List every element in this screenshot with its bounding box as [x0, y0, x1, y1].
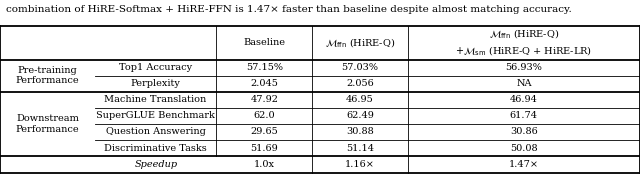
Text: Machine Translation: Machine Translation: [104, 95, 207, 104]
Text: 1.16×: 1.16×: [345, 160, 375, 169]
Text: $\mathcal{M}_{\mathrm{ffn}}$ (HiRE-Q): $\mathcal{M}_{\mathrm{ffn}}$ (HiRE-Q): [325, 36, 395, 50]
Text: 46.95: 46.95: [346, 95, 374, 104]
Text: Downstream
Performance: Downstream Performance: [15, 114, 79, 134]
Text: 30.86: 30.86: [510, 127, 538, 136]
Text: 57.15%: 57.15%: [246, 63, 283, 72]
Text: 62.49: 62.49: [346, 111, 374, 120]
Text: 29.65: 29.65: [250, 127, 278, 136]
Text: Speedup: Speedup: [134, 160, 178, 169]
Text: 57.03%: 57.03%: [342, 63, 378, 72]
Text: 61.74: 61.74: [510, 111, 538, 120]
Text: 2.045: 2.045: [250, 79, 278, 88]
Text: NA: NA: [516, 79, 532, 88]
Text: 47.92: 47.92: [250, 95, 278, 104]
Text: 51.14: 51.14: [346, 144, 374, 153]
Text: 30.88: 30.88: [346, 127, 374, 136]
Text: combination of HiRE-Softmax + HiRE-FFN is 1.47× faster than baseline despite alm: combination of HiRE-Softmax + HiRE-FFN i…: [6, 5, 572, 14]
Text: Question Answering: Question Answering: [106, 127, 205, 136]
Text: Perplexity: Perplexity: [131, 79, 180, 88]
Text: 1.0x: 1.0x: [254, 160, 275, 169]
Text: 50.08: 50.08: [510, 144, 538, 153]
Text: SuperGLUE Benchmark: SuperGLUE Benchmark: [96, 111, 215, 120]
Text: 62.0: 62.0: [253, 111, 275, 120]
Text: Pre-training
Performance: Pre-training Performance: [15, 66, 79, 85]
Text: 56.93%: 56.93%: [506, 63, 542, 72]
Text: Discriminative Tasks: Discriminative Tasks: [104, 144, 207, 153]
Text: 2.056: 2.056: [346, 79, 374, 88]
Text: $\mathcal{M}_{\mathrm{ffn}}$ (HiRE-Q): $\mathcal{M}_{\mathrm{ffn}}$ (HiRE-Q): [489, 28, 559, 41]
Text: Baseline: Baseline: [243, 38, 285, 47]
Text: $+ \mathcal{M}_{\mathrm{sm}}$ (HiRE-Q + HiRE-LR): $+ \mathcal{M}_{\mathrm{sm}}$ (HiRE-Q + …: [455, 44, 593, 58]
Text: Top1 Accuracy: Top1 Accuracy: [119, 63, 192, 72]
Text: 46.94: 46.94: [510, 95, 538, 104]
Text: 1.47×: 1.47×: [509, 160, 539, 169]
Text: 51.69: 51.69: [250, 144, 278, 153]
